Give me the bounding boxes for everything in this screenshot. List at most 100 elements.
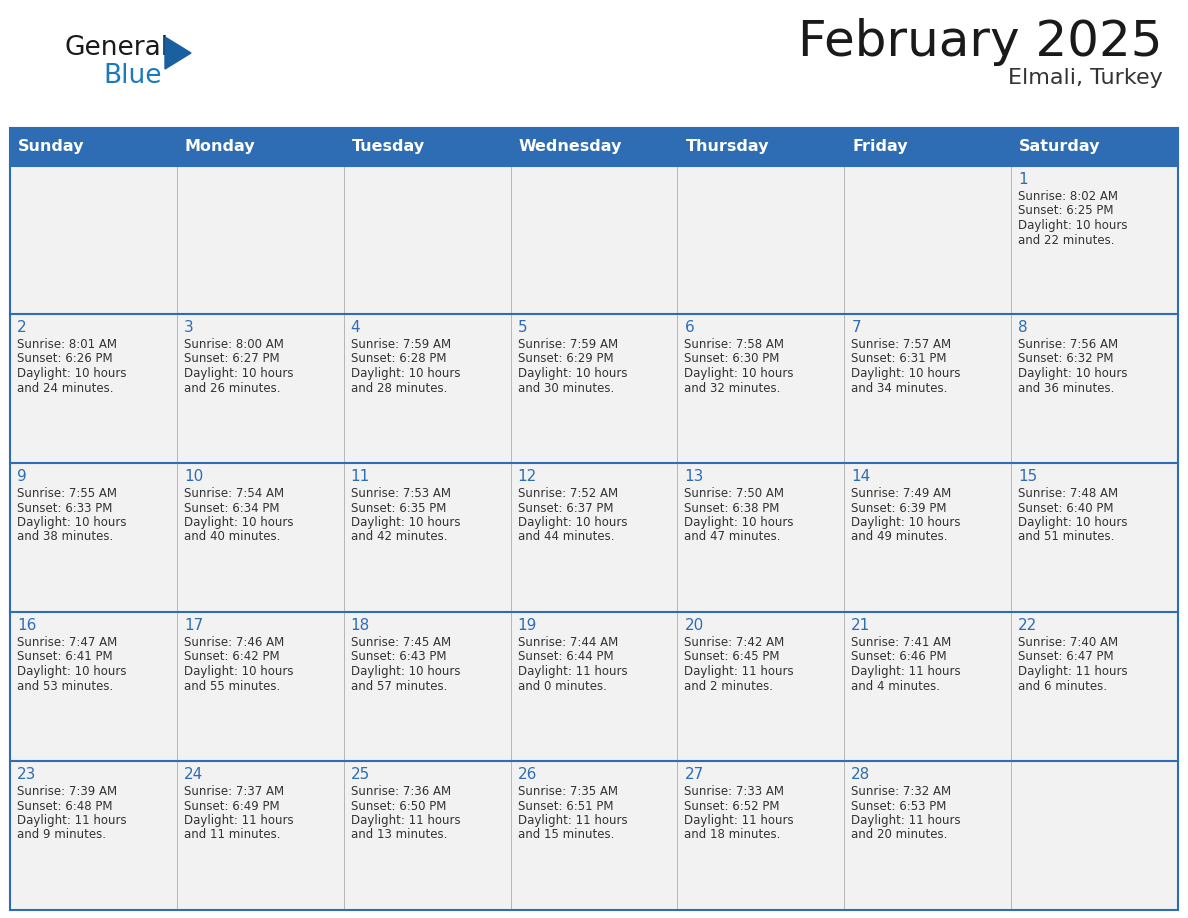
Text: Daylight: 10 hours: Daylight: 10 hours [518,367,627,380]
Bar [677,463,845,612]
Text: Sunset: 6:32 PM: Sunset: 6:32 PM [1018,353,1113,365]
Bar [511,612,677,761]
Text: and 32 minutes.: and 32 minutes. [684,382,781,395]
Bar [1011,463,1178,612]
Text: Sunrise: 7:58 AM: Sunrise: 7:58 AM [684,338,784,351]
Bar [177,166,343,314]
Bar [10,128,1178,910]
Text: and 26 minutes.: and 26 minutes. [184,382,280,395]
Text: 20: 20 [684,618,703,633]
Bar [677,761,845,910]
Bar [845,463,1011,612]
Text: 11: 11 [350,469,369,484]
Text: Sunrise: 7:53 AM: Sunrise: 7:53 AM [350,487,450,500]
Bar [1011,166,1178,314]
Bar [10,612,177,761]
Text: Daylight: 10 hours: Daylight: 10 hours [684,516,794,529]
Text: Sunrise: 7:33 AM: Sunrise: 7:33 AM [684,785,784,798]
Text: Daylight: 10 hours: Daylight: 10 hours [17,665,126,678]
Text: and 13 minutes.: and 13 minutes. [350,829,447,842]
Text: and 42 minutes.: and 42 minutes. [350,531,447,543]
Text: Sunset: 6:45 PM: Sunset: 6:45 PM [684,651,781,664]
Text: Daylight: 11 hours: Daylight: 11 hours [518,665,627,678]
Text: Sunrise: 7:37 AM: Sunrise: 7:37 AM [184,785,284,798]
Text: Monday: Monday [185,140,255,154]
Text: Sunday: Sunday [18,140,84,154]
Text: 24: 24 [184,767,203,782]
Text: Sunset: 6:40 PM: Sunset: 6:40 PM [1018,501,1113,514]
Bar [677,612,845,761]
Text: Blue: Blue [103,63,162,89]
Bar [343,314,511,463]
Text: Sunrise: 7:46 AM: Sunrise: 7:46 AM [184,636,284,649]
Bar [10,761,177,910]
Text: Sunset: 6:47 PM: Sunset: 6:47 PM [1018,651,1114,664]
Text: and 57 minutes.: and 57 minutes. [350,679,447,692]
Text: Daylight: 10 hours: Daylight: 10 hours [17,367,126,380]
Text: Sunset: 6:39 PM: Sunset: 6:39 PM [852,501,947,514]
Text: Sunrise: 7:41 AM: Sunrise: 7:41 AM [852,636,952,649]
Text: and 2 minutes.: and 2 minutes. [684,679,773,692]
Text: 3: 3 [184,320,194,335]
Text: Sunrise: 7:44 AM: Sunrise: 7:44 AM [518,636,618,649]
Bar [10,314,177,463]
Bar [845,612,1011,761]
Text: and 51 minutes.: and 51 minutes. [1018,531,1114,543]
Bar [10,314,177,463]
Bar [177,314,343,463]
Text: Sunset: 6:31 PM: Sunset: 6:31 PM [852,353,947,365]
Text: Daylight: 10 hours: Daylight: 10 hours [684,367,794,380]
Text: Daylight: 10 hours: Daylight: 10 hours [17,516,126,529]
Text: Sunrise: 7:39 AM: Sunrise: 7:39 AM [17,785,118,798]
Text: General: General [65,35,169,61]
Bar [511,761,677,910]
Text: Sunset: 6:42 PM: Sunset: 6:42 PM [184,651,279,664]
Bar [677,463,845,612]
Text: 25: 25 [350,767,369,782]
Text: and 18 minutes.: and 18 minutes. [684,829,781,842]
Bar [177,463,343,612]
Text: Sunrise: 7:59 AM: Sunrise: 7:59 AM [350,338,450,351]
Text: Sunset: 6:46 PM: Sunset: 6:46 PM [852,651,947,664]
Text: 14: 14 [852,469,871,484]
Bar [1011,463,1178,612]
Text: Daylight: 10 hours: Daylight: 10 hours [1018,516,1127,529]
Bar [511,463,677,612]
Text: Sunset: 6:41 PM: Sunset: 6:41 PM [17,651,113,664]
Text: Daylight: 11 hours: Daylight: 11 hours [1018,665,1127,678]
Text: Sunrise: 7:54 AM: Sunrise: 7:54 AM [184,487,284,500]
Bar [343,612,511,761]
Text: Daylight: 10 hours: Daylight: 10 hours [184,516,293,529]
Text: 19: 19 [518,618,537,633]
Text: Sunset: 6:37 PM: Sunset: 6:37 PM [518,501,613,514]
Bar [677,166,845,314]
Bar [845,463,1011,612]
Bar [10,761,177,910]
Bar [845,761,1011,910]
Bar [343,463,511,612]
Text: 6: 6 [684,320,694,335]
Text: Daylight: 11 hours: Daylight: 11 hours [684,814,794,827]
Bar [1011,612,1178,761]
Text: Sunset: 6:33 PM: Sunset: 6:33 PM [17,501,113,514]
Text: 10: 10 [184,469,203,484]
Text: 21: 21 [852,618,871,633]
Bar [10,463,177,612]
Text: 12: 12 [518,469,537,484]
Text: Daylight: 11 hours: Daylight: 11 hours [518,814,627,827]
Text: Sunrise: 7:56 AM: Sunrise: 7:56 AM [1018,338,1118,351]
Text: Sunrise: 8:00 AM: Sunrise: 8:00 AM [184,338,284,351]
Bar [343,166,511,314]
Bar [845,612,1011,761]
Text: Sunrise: 7:42 AM: Sunrise: 7:42 AM [684,636,785,649]
Text: 9: 9 [17,469,27,484]
Bar [677,314,845,463]
Bar [177,761,343,910]
Text: Sunset: 6:43 PM: Sunset: 6:43 PM [350,651,447,664]
Bar [343,166,511,314]
Text: Elmali, Turkey: Elmali, Turkey [1009,68,1163,88]
Text: and 4 minutes.: and 4 minutes. [852,679,940,692]
Bar [177,314,343,463]
Text: Sunrise: 8:01 AM: Sunrise: 8:01 AM [17,338,116,351]
Bar [343,761,511,910]
